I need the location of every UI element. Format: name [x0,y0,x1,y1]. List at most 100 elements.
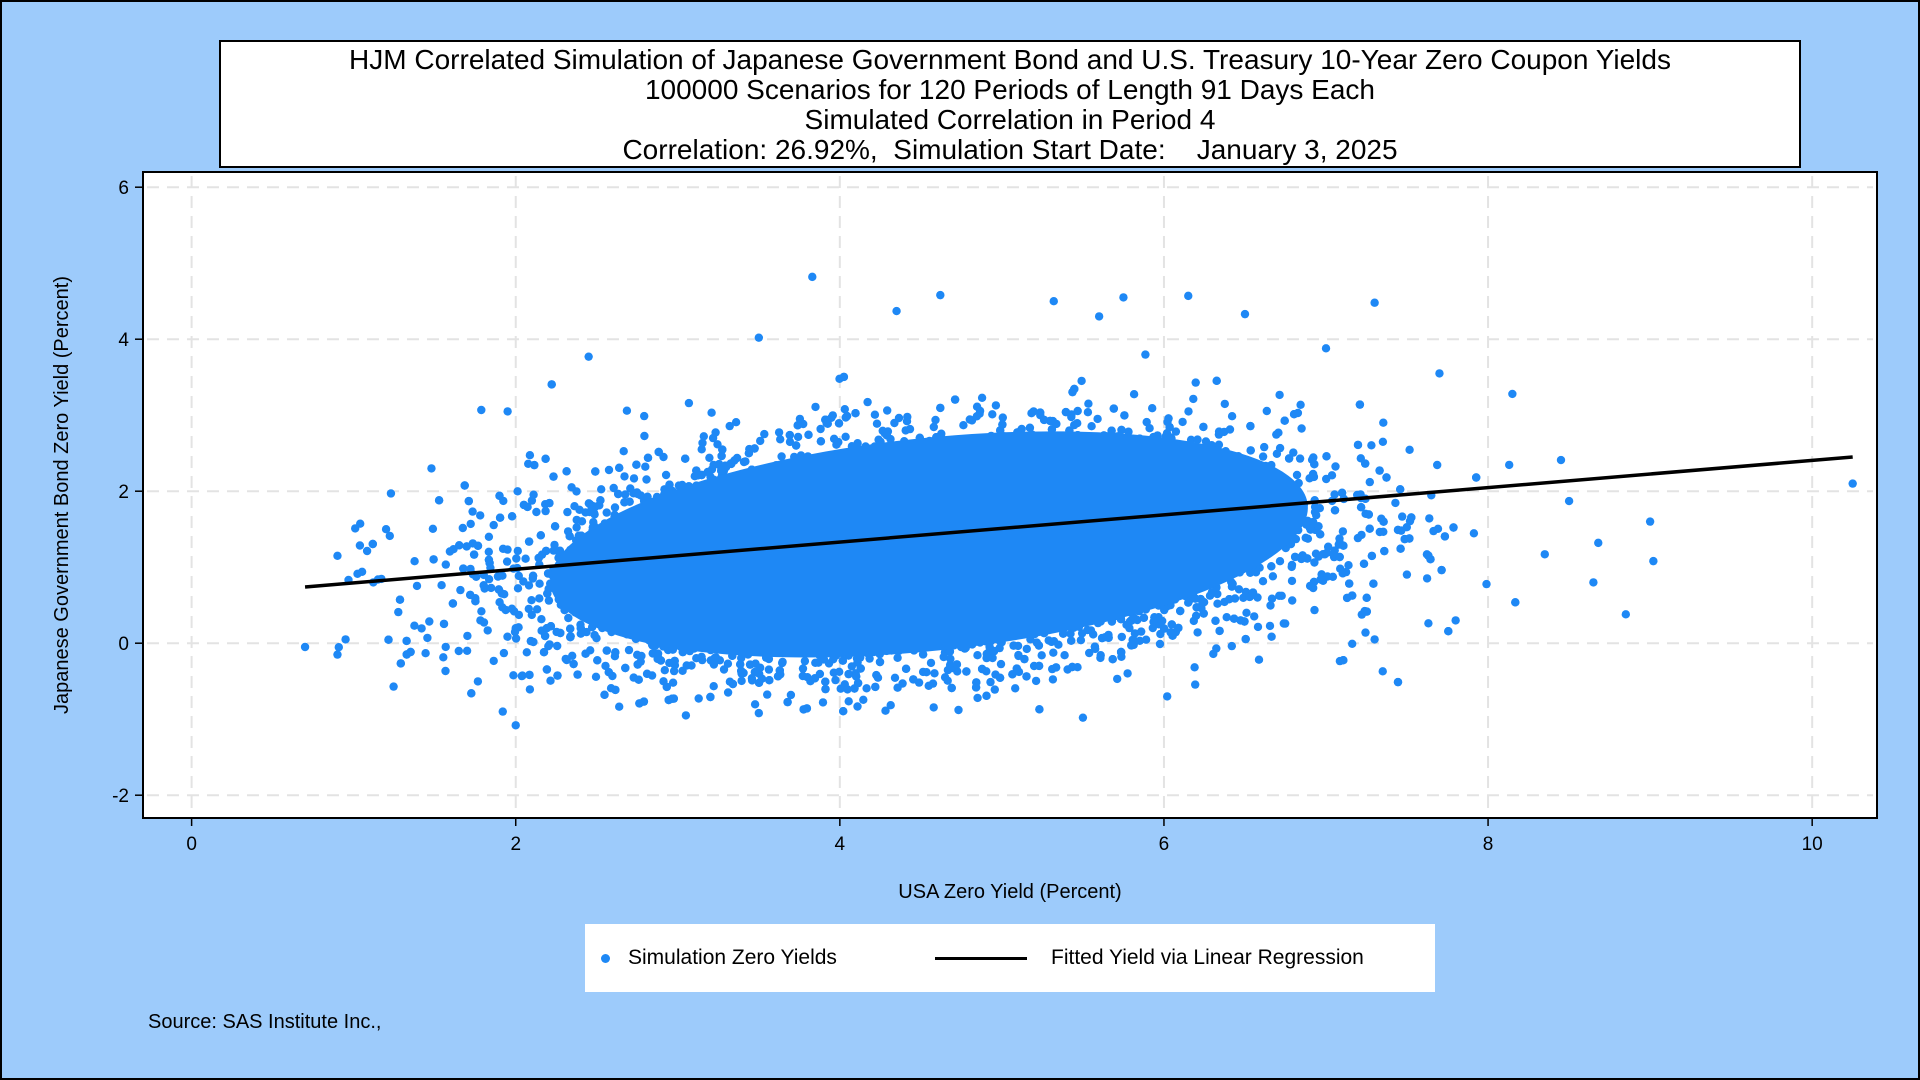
cloud-point [1054,640,1063,649]
chart-title-line-2: 100000 Scenarios for 120 Periods of Leng… [644,74,1376,105]
cloud-point [709,682,718,691]
cloud-point [719,665,729,674]
cloud-point [1378,437,1388,446]
cloud-point [615,702,624,711]
cloud-point [1310,605,1319,615]
cloud-point [385,531,394,541]
cloud-point [924,681,933,690]
cloud-point [362,546,372,556]
cloud-point [929,422,938,432]
cloud-point [986,677,995,687]
cloud-point [1262,406,1272,416]
cloud-point [441,642,450,652]
cloud-point [1222,613,1231,622]
cloud-point [972,412,981,421]
cloud-point [863,397,872,407]
cloud-point [441,560,450,569]
cloud-point [1266,601,1275,610]
cloud-point [640,431,649,441]
cloud-point [707,408,716,417]
cloud-point [930,669,939,678]
cloud-point [602,508,611,517]
cloud-point [844,697,853,706]
cloud-point [1122,620,1131,629]
chart-title-line-3: Simulated Correlation in Period 4 [804,104,1216,135]
cloud-point [669,666,679,676]
cloud-point [954,705,963,715]
cloud-point [1178,417,1187,427]
cloud-point [1505,460,1514,470]
cloud-point [1089,630,1098,639]
cloud-point [1402,570,1412,579]
cloud-point [853,439,862,448]
cloud-point [1129,390,1139,399]
chart-title-box: HJM Correlated Simulation of Japanese Go… [219,40,1801,168]
cloud-point [1214,440,1224,449]
cloud-point [901,426,910,435]
cloud-point [687,661,696,670]
cloud-point [785,437,795,447]
cloud-point [684,398,694,408]
cloud-point [872,419,882,428]
cloud-point [513,584,523,593]
cloud-point [633,650,642,659]
cloud-point [893,653,902,662]
cloud-point [1234,585,1244,594]
cloud-point [731,418,741,427]
cloud-point [756,436,765,446]
cloud-point [1060,651,1069,660]
cloud-point [764,665,774,674]
cloud-point [503,632,512,641]
cloud-point [816,424,825,434]
cloud-point [568,651,577,660]
cloud-point [456,585,465,595]
cloud-point [829,434,839,443]
cloud-point [883,406,892,415]
cloud-point [1076,636,1086,645]
cloud-point [389,682,398,691]
cloud-point [499,648,509,658]
cloud-point [699,432,708,441]
cloud-point [1424,619,1433,628]
cloud-point [601,661,610,671]
cloud-point [1077,376,1086,386]
cloud-point [425,617,434,626]
cloud-point [1137,627,1146,636]
cloud-point [841,432,850,441]
cloud-point [621,490,630,499]
cloud-point [527,596,536,605]
cloud-point [537,615,546,624]
cloud-point [831,675,840,685]
cloud-point [1254,655,1264,664]
cloud-point [1141,635,1151,644]
cloud-point [412,581,422,591]
cloud-point [561,654,570,664]
cloud-point [774,428,784,437]
cloud-point [1124,427,1133,436]
cloud-point [1048,675,1058,684]
cloud-point [1085,648,1094,658]
cloud-point [723,688,733,697]
cloud-point [881,706,890,715]
cloud-point [1171,427,1181,436]
cloud-point [1011,684,1020,693]
cloud-point [489,520,498,530]
cloud-point [1265,621,1275,631]
cloud-point [544,596,554,605]
cloud-point [1260,442,1269,452]
cloud-point [1288,596,1297,605]
cloud-point [355,541,365,550]
cloud-point [838,656,848,665]
cloud-point [660,666,669,675]
chart-title-line-4: Correlation: 26.92%, Simulation Start Da… [622,134,1398,165]
cloud-point [840,405,849,414]
cloud-point [1227,641,1237,651]
cloud-point [737,676,746,686]
cloud-point [483,626,492,635]
cloud-point [541,506,550,516]
cloud-point [1297,424,1306,433]
cloud-point [1267,632,1276,641]
cloud-point [525,685,535,694]
cloud-point [1220,399,1230,409]
cloud-point [1367,441,1376,450]
